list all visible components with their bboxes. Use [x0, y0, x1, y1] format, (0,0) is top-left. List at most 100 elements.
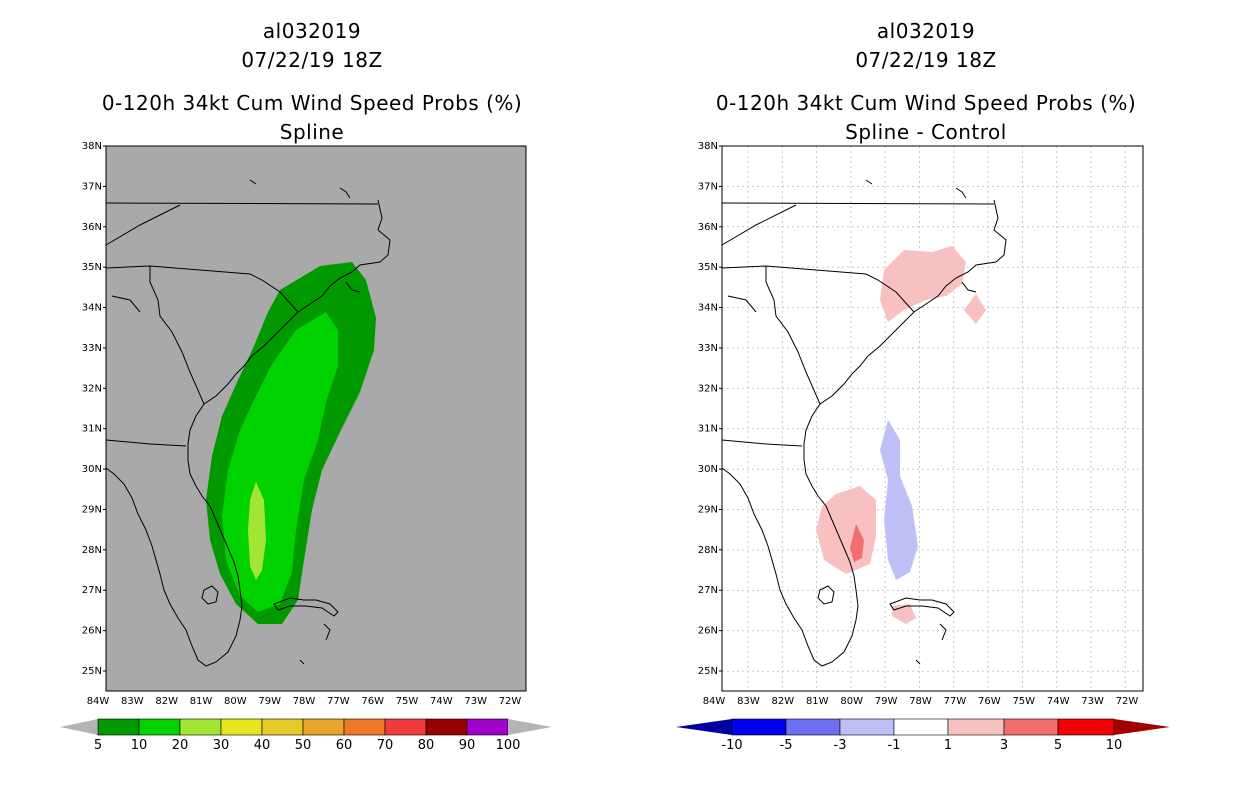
lon-label: 76W — [978, 696, 1001, 707]
colorbar-label: -3 — [834, 738, 847, 753]
lat-label: 29N — [698, 504, 718, 515]
colorbar-segment — [466, 718, 509, 736]
lat-label: 28N — [82, 545, 102, 556]
lat-label: 36N — [82, 222, 102, 233]
colorbar-label: 10 — [131, 738, 148, 753]
left-colorbar-labels: 5 10 20 30 40 50 60 70 80 90 100 — [94, 738, 521, 753]
colorbar-label: 70 — [377, 738, 394, 753]
lat-label: 30N — [698, 464, 718, 475]
lon-label: 75W — [396, 696, 419, 707]
colorbar-segment — [425, 718, 468, 736]
lat-label: 31N — [698, 424, 718, 435]
lon-label: 77W — [327, 696, 350, 707]
lon-label: 75W — [1012, 696, 1035, 707]
colorbar-label: 10 — [1106, 738, 1123, 753]
left-product-title: 0-120h 34kt Cum Wind Speed Probs (%) — [102, 91, 522, 115]
lon-label: 80W — [224, 696, 247, 707]
colorbar-segment — [302, 718, 345, 736]
lon-label: 82W — [772, 696, 795, 707]
right-product-title: 0-120h 34kt Cum Wind Speed Probs (%) — [716, 91, 1136, 115]
lat-label: 34N — [698, 303, 718, 314]
colorbar-label: 3 — [1000, 738, 1008, 753]
lon-label: 74W — [430, 696, 453, 707]
colorbar-label: 60 — [336, 738, 353, 753]
colorbar-label: 100 — [496, 738, 521, 753]
left-subtitle: Spline — [280, 120, 344, 144]
right-colorbar — [676, 718, 1170, 736]
colorbar-segment — [384, 718, 427, 736]
right-longitude-labels: 84W 83W 82W 81W 80W 79W 78W 77W 76W 75W 74W 73W 72W — [703, 696, 1139, 707]
lon-label: 76W — [361, 696, 384, 707]
colorbar-label: 80 — [418, 738, 435, 753]
colorbar-segment — [1057, 718, 1115, 736]
colorbar-segment — [785, 718, 841, 736]
colorbar-label: -1 — [888, 738, 901, 753]
colorbar-label: -10 — [721, 738, 742, 753]
right-map-background — [722, 146, 1143, 691]
colorbar-label: 40 — [254, 738, 271, 753]
lat-label: 34N — [82, 303, 102, 314]
colorbar-segment — [343, 718, 386, 736]
lat-label: 35N — [82, 262, 102, 273]
lat-label: 25N — [698, 666, 718, 677]
colorbar-high-end — [1114, 719, 1170, 735]
lat-label: 30N — [82, 464, 102, 475]
lon-label: 73W — [464, 696, 487, 707]
colorbar-label: 30 — [213, 738, 230, 753]
right-subtitle: Spline - Control — [845, 120, 1007, 144]
colorbar-label: 90 — [459, 738, 476, 753]
lon-label: 79W — [258, 696, 281, 707]
lat-label: 37N — [82, 181, 102, 192]
lon-label: 82W — [155, 696, 178, 707]
lon-label: 72W — [499, 696, 522, 707]
lat-label: 32N — [82, 383, 102, 394]
colorbar-low-end — [676, 719, 732, 735]
lon-label: 74W — [1047, 696, 1070, 707]
lon-label: 84W — [703, 696, 726, 707]
lat-label: 36N — [698, 222, 718, 233]
colorbar-high-end — [508, 719, 552, 735]
colorbar-segment — [179, 718, 222, 736]
lat-label: 38N — [698, 141, 718, 152]
lat-label: 28N — [698, 545, 718, 556]
colorbar-label: 20 — [172, 738, 189, 753]
left-latitude-labels: 38N 37N 36N 35N 34N 33N 32N 31N 30N 29N 28N 27N 26N 2… — [82, 141, 106, 677]
diff-positive-strong — [850, 524, 864, 562]
contour-20-30 — [248, 482, 266, 580]
left-storm-id: al032019 — [263, 19, 361, 43]
lat-label: 33N — [82, 343, 102, 354]
left-datetime: 07/22/19 18Z — [241, 48, 382, 72]
colorbar-segment — [1003, 718, 1059, 736]
lon-label: 83W — [737, 696, 760, 707]
right-map-panel: al032019 07/22/19 18Z 0-120h 34kt Cum Wi… — [676, 19, 1170, 753]
colorbar-label: -5 — [780, 738, 793, 753]
diff-positive-north — [880, 246, 966, 322]
colorbar-segment — [947, 718, 1005, 736]
colorbar-segment — [261, 718, 304, 736]
diff-positive-island — [964, 294, 986, 324]
lat-label: 25N — [82, 666, 102, 677]
lon-label: 79W — [875, 696, 898, 707]
lon-label: 84W — [87, 696, 110, 707]
colorbar-label: 5 — [1054, 738, 1062, 753]
colorbar-segment — [731, 718, 787, 736]
colorbar-segment — [97, 718, 140, 736]
lon-label: 77W — [944, 696, 967, 707]
lon-label: 80W — [840, 696, 863, 707]
lat-label: 31N — [82, 424, 102, 435]
lon-label: 73W — [1081, 696, 1104, 707]
lat-label: 27N — [698, 585, 718, 596]
left-longitude-labels: 84W 83W 82W 81W 80W 79W 78W 77W 76W 75W 74W 73W 72W — [87, 696, 522, 707]
lat-label: 35N — [698, 262, 718, 273]
colorbar-segment — [893, 718, 949, 736]
lat-label: 32N — [698, 383, 718, 394]
lon-label: 81W — [190, 696, 213, 707]
right-datetime: 07/22/19 18Z — [855, 48, 996, 72]
lat-label: 33N — [698, 343, 718, 354]
lon-label: 81W — [806, 696, 829, 707]
colorbar-label: 1 — [944, 738, 952, 753]
right-colorbar-labels: -10 -5 -3 -1 1 3 5 10 — [721, 738, 1122, 753]
lat-label: 38N — [82, 141, 102, 152]
colorbar-low-end — [60, 719, 98, 735]
lat-label: 26N — [82, 626, 102, 637]
